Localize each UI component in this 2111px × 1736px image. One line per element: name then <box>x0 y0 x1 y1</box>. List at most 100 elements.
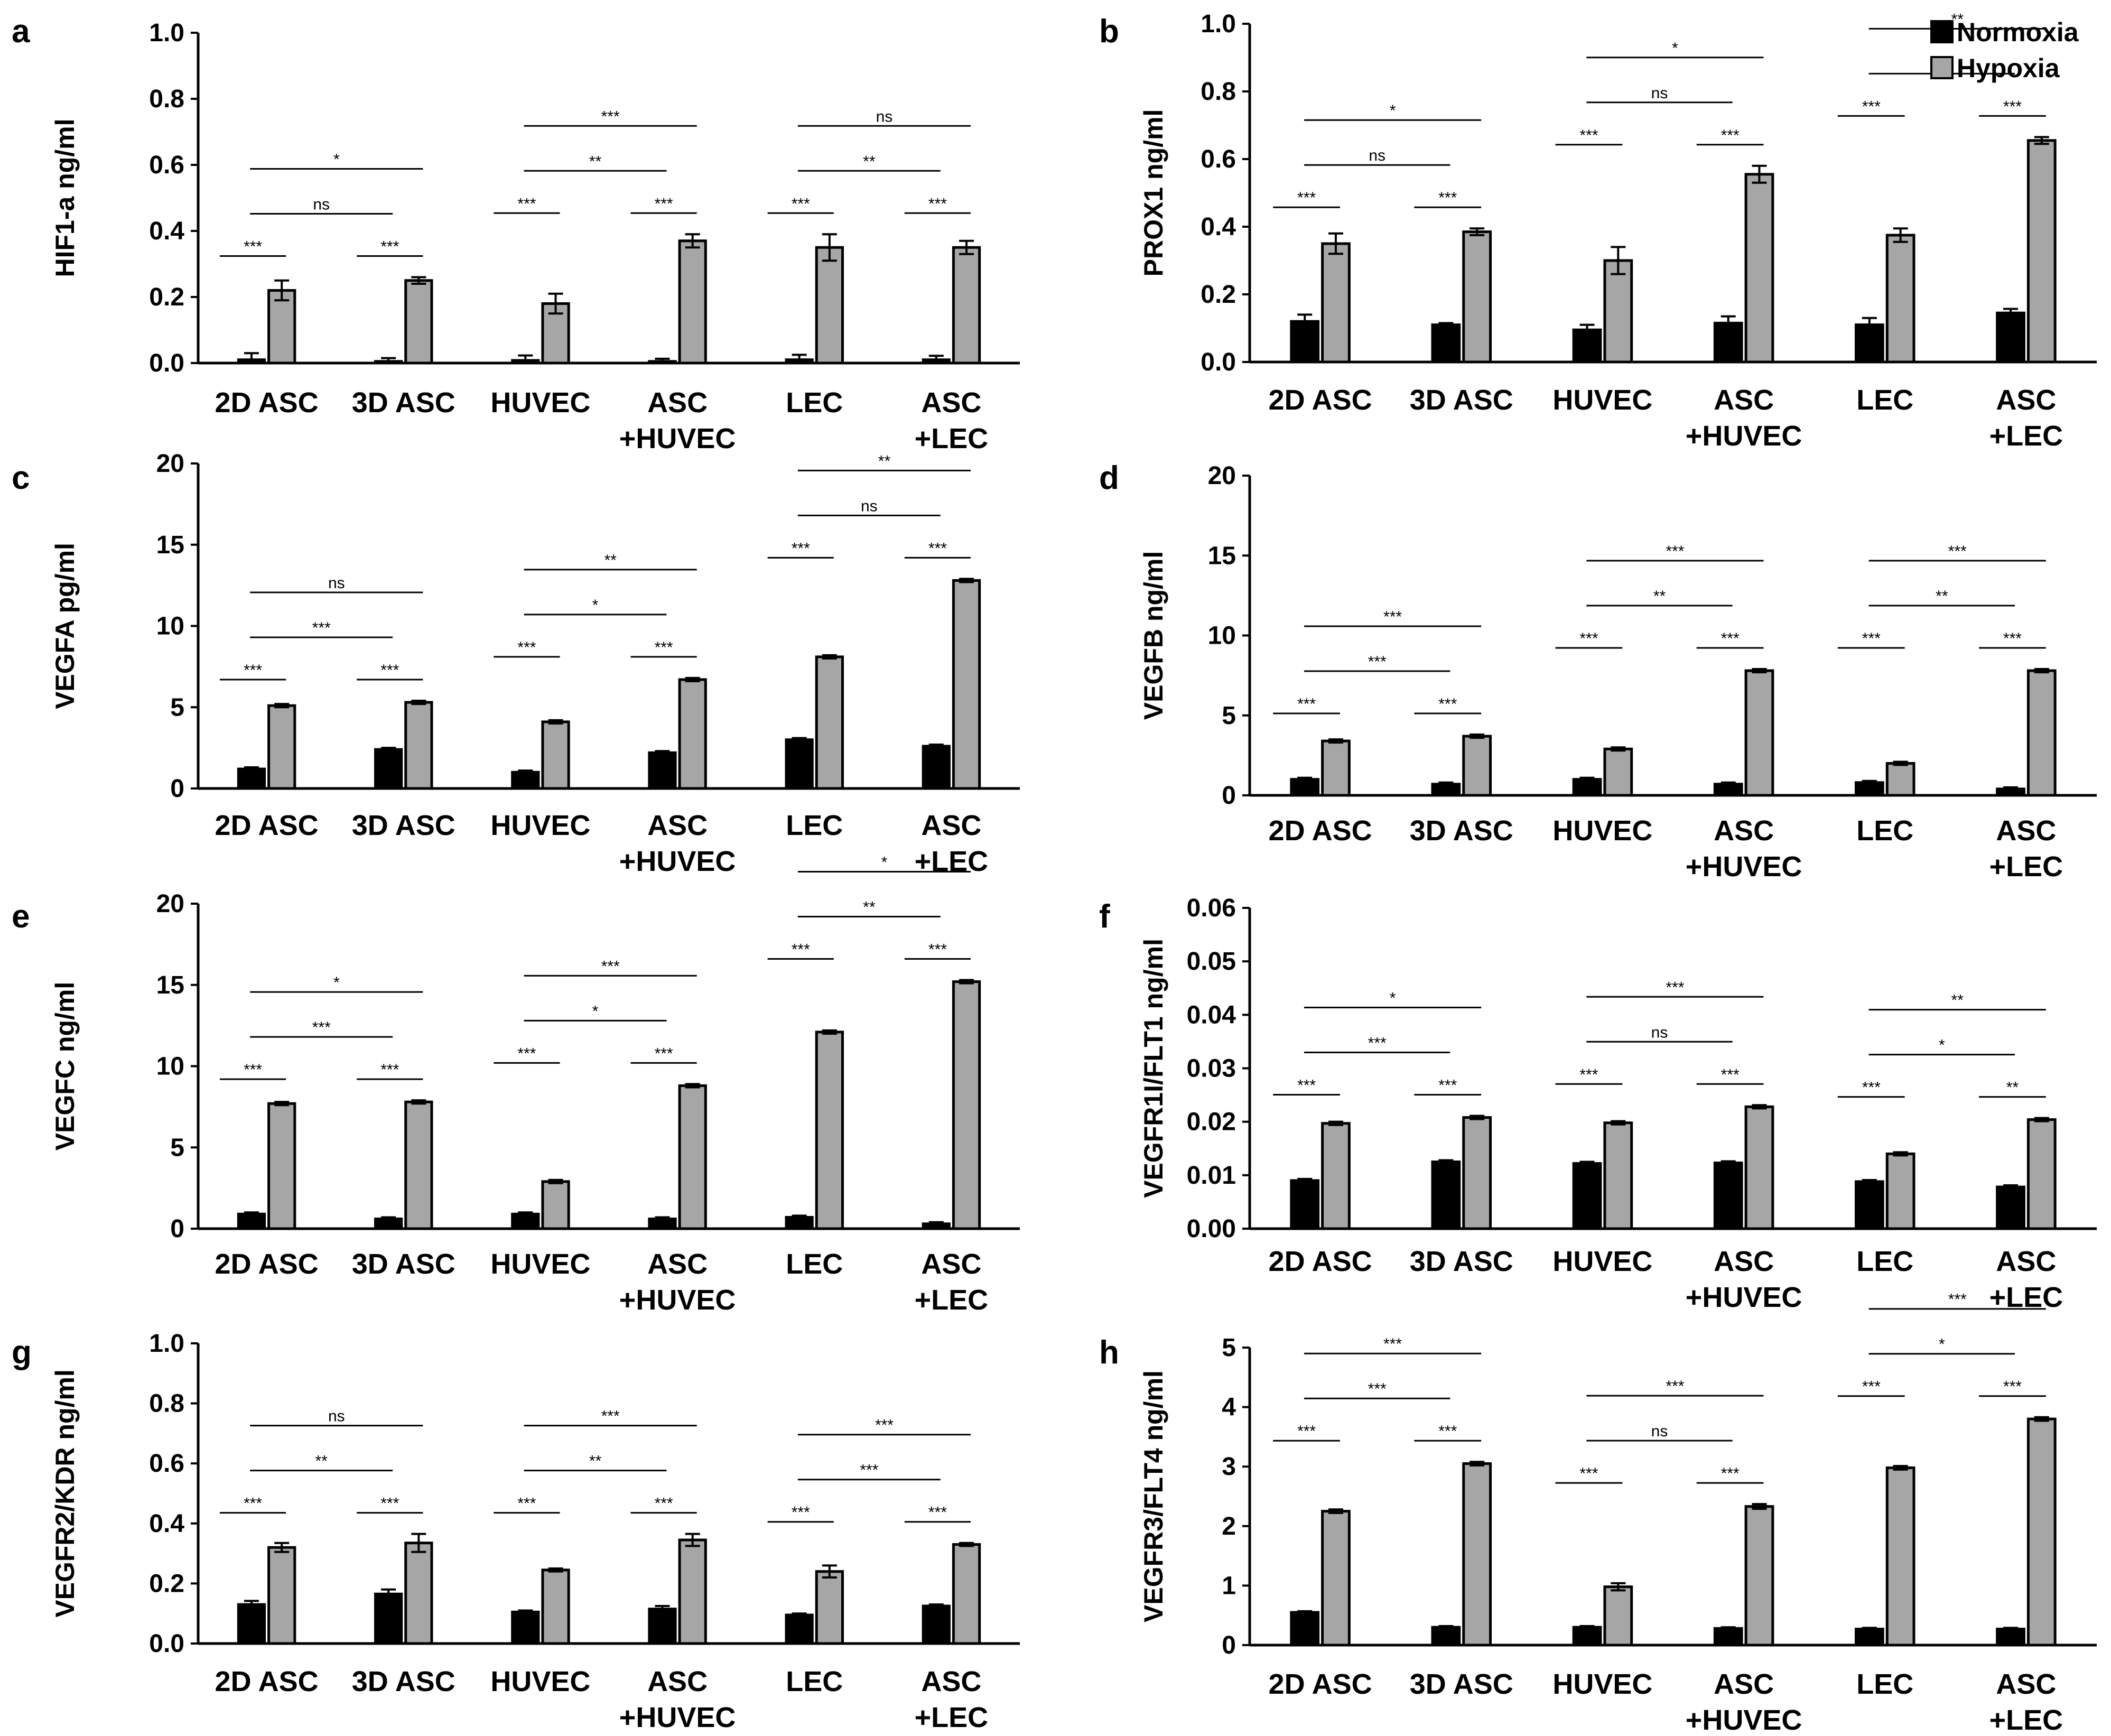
x-tick-label: 3D ASC <box>352 387 455 419</box>
x-tick-label: ASC <box>1714 384 1774 416</box>
bar-normoxia <box>374 748 403 790</box>
y-tick-label: 4 <box>1222 1394 1236 1422</box>
y-tick-label: 0 <box>170 775 184 803</box>
significance-label: ** <box>1951 11 1964 28</box>
bar-normoxia <box>374 1592 403 1645</box>
bar-normoxia <box>1572 1626 1602 1647</box>
significance-label: *** <box>517 1045 536 1062</box>
y-axis-label: VEGFR1I/FLT1 ng/ml <box>1139 939 1168 1198</box>
significance-label: *** <box>1438 189 1457 207</box>
bar-normoxia <box>648 751 677 790</box>
significance-label: * <box>1939 1336 1945 1353</box>
bar-normoxia <box>1713 1627 1743 1647</box>
bar-hypoxia <box>1462 735 1492 797</box>
bar-hypoxia <box>404 279 433 365</box>
x-tick-label: +HUVEC <box>619 1702 736 1733</box>
significance-label: *** <box>792 540 810 557</box>
bar-hypoxia <box>267 289 296 365</box>
significance-label: *** <box>928 1504 947 1521</box>
significance-label: ns <box>328 1408 345 1425</box>
significance-label: *** <box>380 238 399 256</box>
bar-hypoxia <box>267 1102 296 1230</box>
bar-hypoxia <box>815 246 844 365</box>
y-tick-label: 0.01 <box>1187 1162 1236 1190</box>
bar-hypoxia <box>541 1180 570 1230</box>
x-tick-label: ASC <box>1996 384 2056 416</box>
significance-label: *** <box>1862 1378 1881 1396</box>
significance-label: *** <box>1368 653 1387 671</box>
significance-label: *** <box>244 1061 262 1079</box>
y-tick-label: 0.03 <box>1187 1055 1236 1083</box>
bar-hypoxia <box>404 1542 433 1645</box>
significance-label: * <box>592 1002 599 1020</box>
y-tick-label: 20 <box>1208 462 1236 490</box>
significance-label: *** <box>380 1495 399 1512</box>
x-tick-label: 2D ASC <box>1269 815 1372 847</box>
x-tick-label: ASC <box>647 387 708 419</box>
y-tick-label: 5 <box>1222 702 1236 730</box>
y-tick-label: 0.4 <box>149 217 184 245</box>
y-axis-label: VEGFB ng/ml <box>1139 551 1168 720</box>
y-tick-label: 10 <box>156 612 184 640</box>
significance-label: *** <box>1579 127 1598 144</box>
significance-label: *** <box>2003 1378 2022 1396</box>
x-tick-label: +HUVEC <box>619 1284 736 1316</box>
x-tick-label: LEC <box>786 387 843 419</box>
bar-normoxia <box>237 767 266 790</box>
y-tick-label: 5 <box>170 693 184 721</box>
x-tick-label: 3D ASC <box>1410 384 1513 416</box>
significance-label: *** <box>312 619 331 637</box>
chart-panel-f: f 0.00 0.01 0.02 0.03 0.04 0.05 0.06 VEGFR1I/FLT… <box>1099 894 2097 1313</box>
x-tick-label: 2D ASC <box>215 1666 319 1697</box>
bar-normoxia <box>1854 1628 1884 1647</box>
bar-hypoxia <box>678 678 707 790</box>
bar-hypoxia <box>952 980 981 1230</box>
bar-normoxia <box>785 1613 814 1645</box>
x-tick-label: ASC <box>647 1666 708 1697</box>
bar-hypoxia <box>267 1546 296 1645</box>
y-tick-label: 0.04 <box>1187 1001 1236 1029</box>
bar-hypoxia <box>404 701 433 790</box>
x-tick-label: LEC <box>1856 384 1913 416</box>
significance-label: *** <box>1948 543 1967 560</box>
x-tick-label: LEC <box>786 810 843 841</box>
x-tick-label: LEC <box>786 1666 843 1697</box>
significance-label: *** <box>928 195 947 212</box>
bar-hypoxia <box>1321 242 1351 364</box>
x-tick-label: HUVEC <box>490 810 590 841</box>
y-tick-label: 1.0 <box>149 1330 184 1358</box>
bar-hypoxia <box>815 1570 844 1645</box>
significance-label: *** <box>380 1061 399 1079</box>
x-tick-label: 2D ASC <box>215 387 319 419</box>
bar-hypoxia <box>2026 139 2057 364</box>
y-tick-label: 0 <box>1222 782 1236 810</box>
bar-normoxia <box>1431 1626 1461 1647</box>
y-tick-label: 0.0 <box>1201 348 1236 376</box>
x-tick-label: ASC <box>921 810 981 841</box>
significance-label: *** <box>792 195 810 212</box>
chart-panel-b: b 0.0 0.2 0.4 0.6 0.8 1.0 PROX1 ng/ml 2D ASC 3D A… <box>1099 10 2097 452</box>
bar-normoxia <box>511 1610 540 1645</box>
x-tick-label: ASC <box>1996 1246 2056 1277</box>
bar-hypoxia <box>678 1084 707 1230</box>
x-tick-label: +HUVEC <box>619 846 736 877</box>
bar-hypoxia <box>2026 1417 2057 1647</box>
significance-label: ns <box>1651 1423 1668 1440</box>
significance-label: *** <box>655 1045 673 1062</box>
significance-label: * <box>1672 40 1678 57</box>
y-tick-label: 0.2 <box>1201 281 1236 309</box>
significance-label: *** <box>1579 1066 1598 1083</box>
bar-normoxia <box>237 1603 266 1645</box>
x-tick-label: +HUVEC <box>1686 1704 1802 1736</box>
y-tick-label: 0.02 <box>1187 1108 1236 1136</box>
x-tick-label: HUVEC <box>490 1666 590 1697</box>
significance-label: *** <box>1297 1077 1316 1094</box>
significance-label: ** <box>589 1453 602 1470</box>
y-tick-label: 0.06 <box>1187 894 1236 922</box>
significance-label: ** <box>315 1453 328 1470</box>
bar-normoxia <box>511 770 540 790</box>
significance-label: *** <box>1862 630 1881 647</box>
x-tick-label: 2D ASC <box>215 1248 319 1280</box>
significance-label: ** <box>878 452 891 470</box>
x-tick-label: HUVEC <box>1552 815 1652 847</box>
